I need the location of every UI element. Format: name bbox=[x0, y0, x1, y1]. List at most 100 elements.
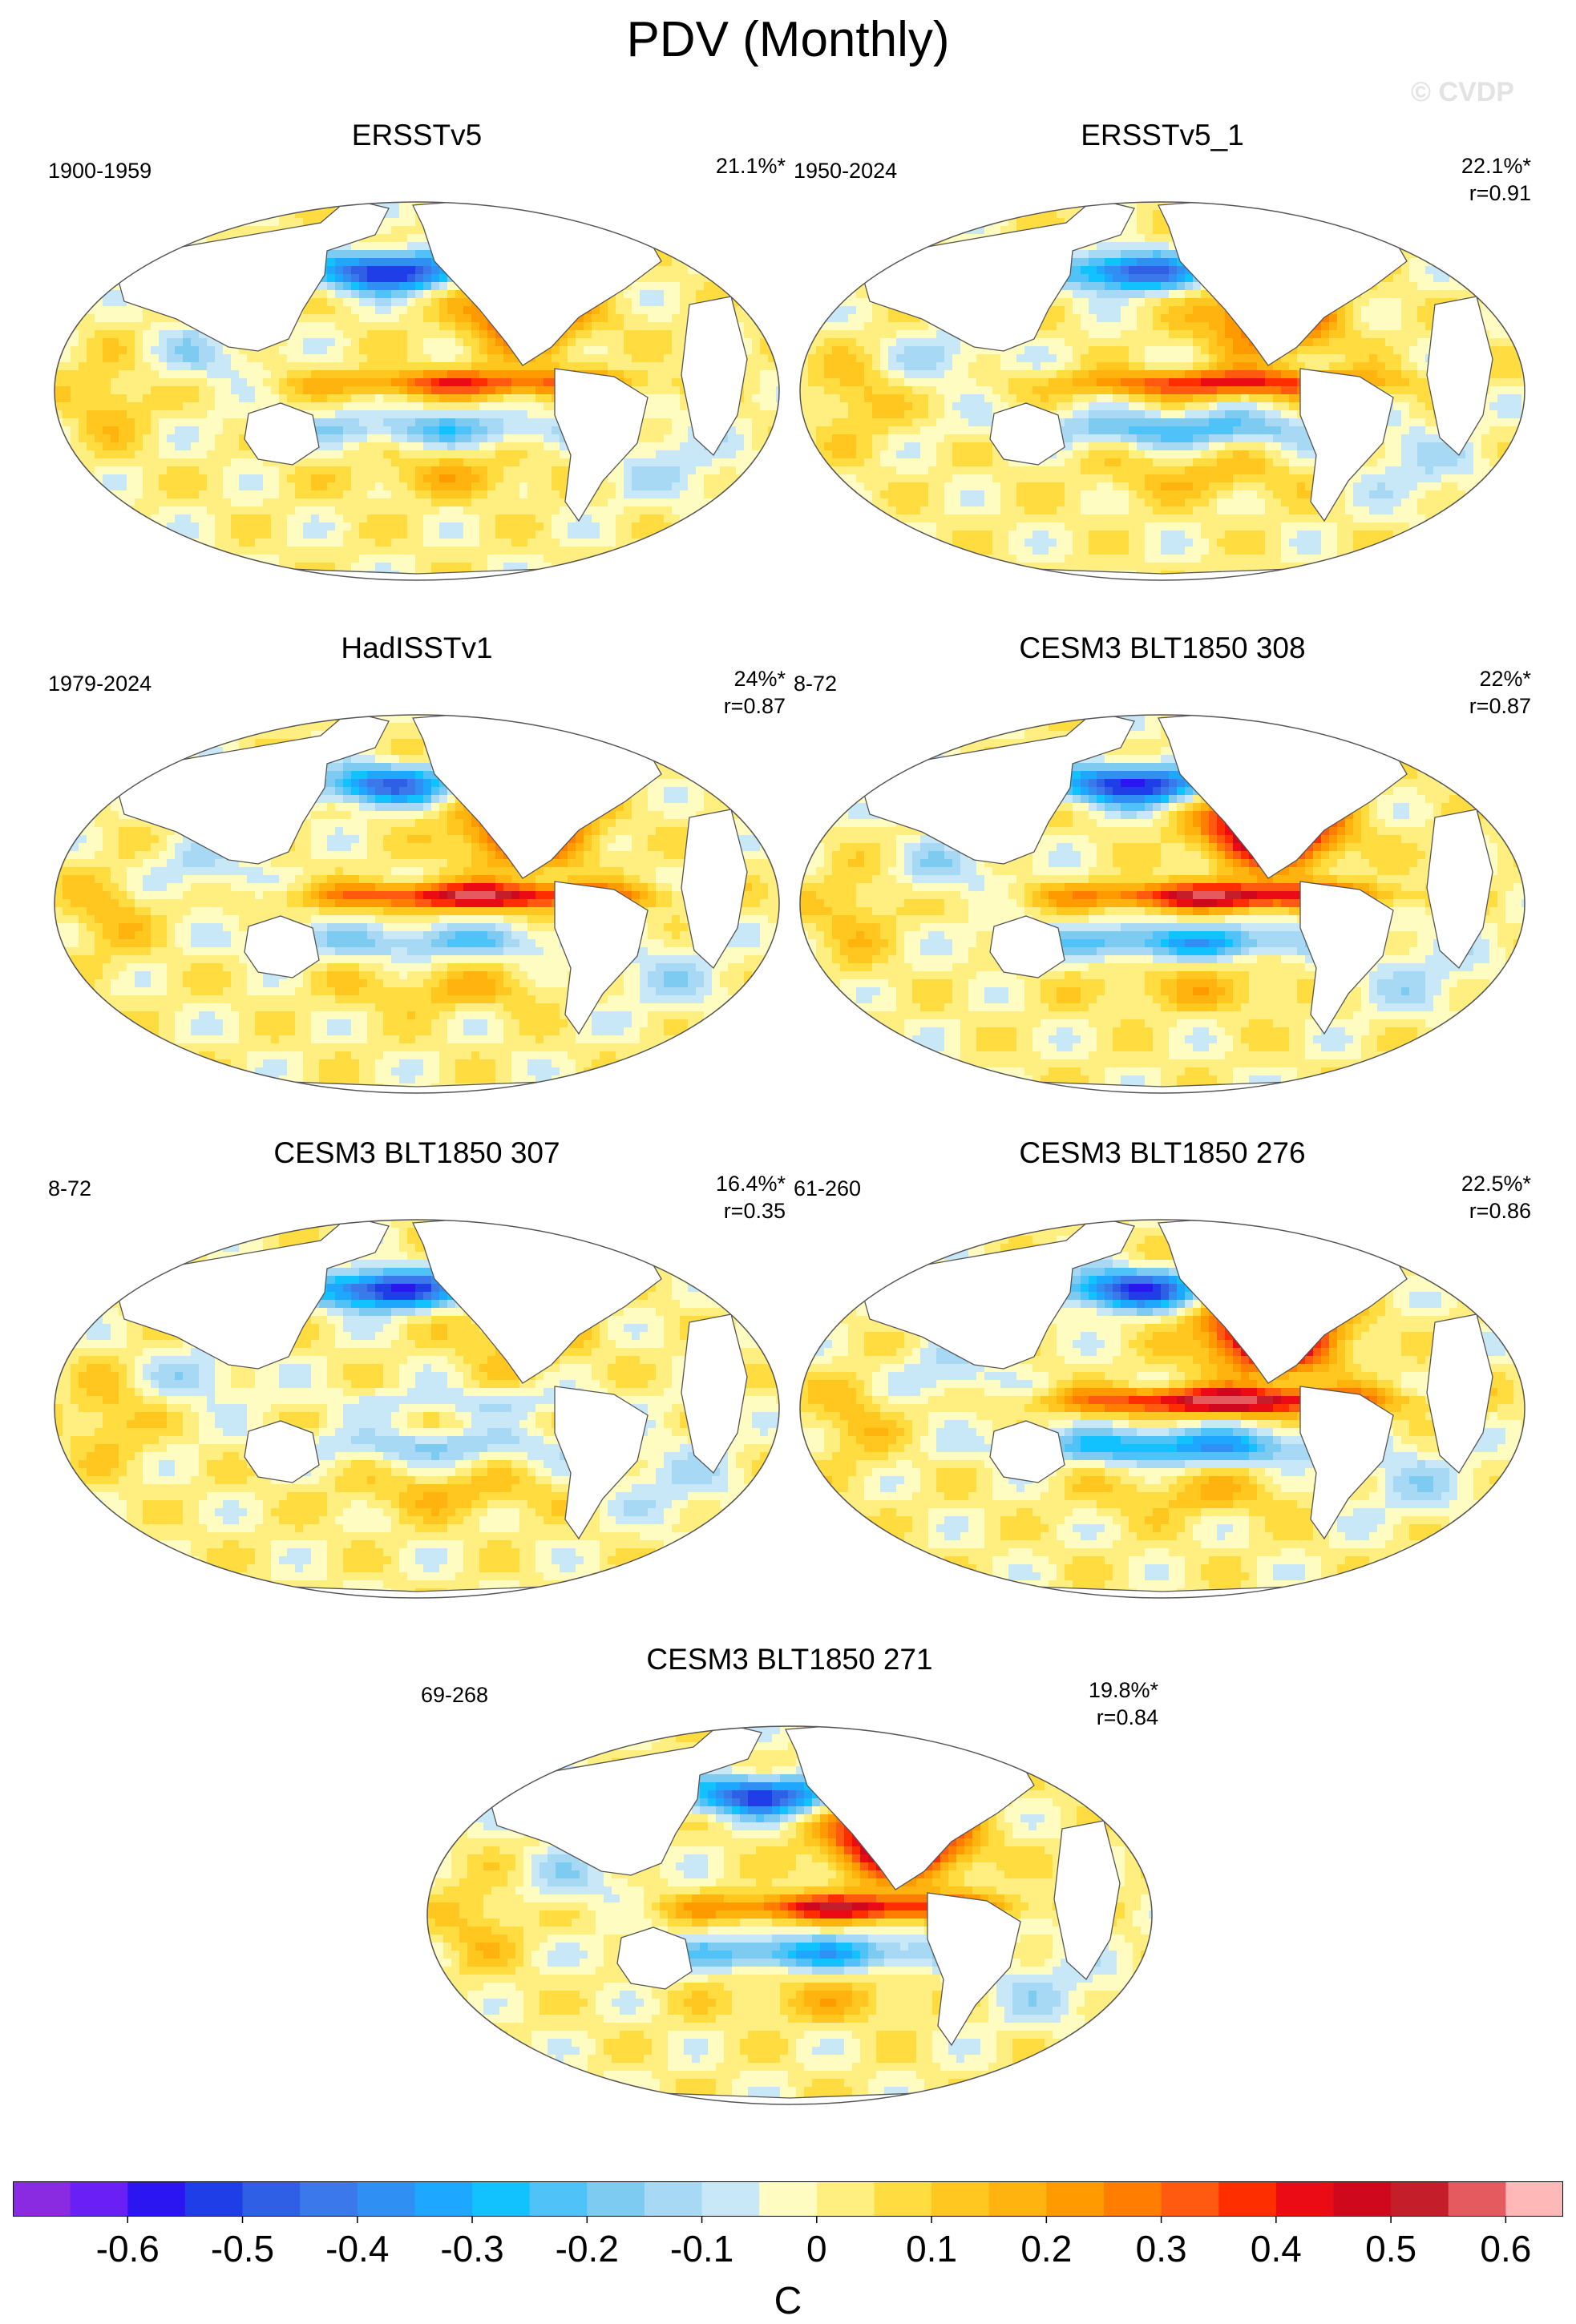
heatmap-cell bbox=[383, 394, 392, 403]
heatmap-cell bbox=[544, 539, 552, 547]
heatmap-cell bbox=[800, 234, 809, 243]
heatmap-cell bbox=[367, 410, 376, 419]
heatmap-cell bbox=[544, 490, 552, 499]
heatmap-cell bbox=[1032, 218, 1041, 227]
heatmap-cell bbox=[279, 547, 288, 555]
heatmap-cell bbox=[311, 218, 320, 227]
heatmap-cell bbox=[447, 490, 456, 499]
heatmap-cell bbox=[760, 498, 769, 507]
heatmap-cell bbox=[391, 242, 400, 251]
heatmap-cell bbox=[736, 426, 745, 435]
heatmap-cell bbox=[391, 282, 400, 291]
heatmap-cell bbox=[544, 579, 552, 580]
heatmap-cell bbox=[375, 514, 384, 523]
heatmap-cell bbox=[527, 514, 536, 523]
heatmap-cell bbox=[664, 314, 673, 323]
heatmap-cell bbox=[191, 378, 200, 387]
heatmap-cell bbox=[760, 362, 769, 371]
heatmap-cell bbox=[95, 506, 103, 515]
heatmap-cell bbox=[111, 539, 119, 547]
heatmap-cell bbox=[728, 234, 737, 243]
heatmap-cell bbox=[399, 514, 408, 523]
heatmap-cell bbox=[736, 458, 745, 467]
heatmap-cell bbox=[223, 450, 232, 459]
heatmap-cell bbox=[199, 466, 208, 475]
heatmap-cell bbox=[640, 362, 649, 371]
heatmap-cell bbox=[471, 402, 480, 411]
heatmap-cell bbox=[584, 514, 592, 523]
heatmap-cell bbox=[231, 514, 240, 523]
heatmap-cell bbox=[511, 555, 520, 563]
heatmap-cell bbox=[936, 218, 945, 227]
heatmap-cell bbox=[632, 282, 641, 291]
heatmap-cell bbox=[311, 314, 320, 323]
heatmap-cell bbox=[744, 482, 753, 491]
heatmap-cell bbox=[415, 450, 424, 459]
heatmap-cell bbox=[423, 514, 432, 523]
heatmap-cell bbox=[95, 202, 103, 211]
heatmap-cell bbox=[560, 474, 568, 483]
heatmap-cell bbox=[167, 426, 176, 435]
heatmap-cell bbox=[167, 362, 176, 371]
heatmap-cell bbox=[287, 466, 296, 475]
heatmap-cell bbox=[239, 346, 248, 355]
heatmap-cell bbox=[415, 498, 424, 507]
heatmap-cell bbox=[704, 539, 713, 547]
heatmap-cell bbox=[1441, 210, 1450, 219]
heatmap-cell bbox=[55, 571, 63, 579]
heatmap-cell bbox=[239, 539, 248, 547]
land-africa bbox=[681, 296, 748, 457]
heatmap-cell bbox=[816, 242, 825, 251]
heatmap-cell bbox=[239, 466, 248, 475]
heatmap-cell bbox=[103, 250, 111, 259]
heatmap-cell bbox=[119, 490, 127, 499]
heatmap-cell bbox=[1321, 202, 1330, 211]
heatmap-cell bbox=[744, 298, 753, 307]
heatmap-cell bbox=[648, 322, 657, 331]
heatmap-cell bbox=[680, 458, 689, 467]
heatmap-cell bbox=[912, 242, 921, 251]
heatmap-cell bbox=[343, 338, 352, 347]
heatmap-cell bbox=[135, 306, 143, 315]
heatmap-cell bbox=[255, 563, 264, 571]
heatmap-cell bbox=[183, 354, 192, 363]
heatmap-cell bbox=[640, 498, 649, 507]
heatmap-cell bbox=[199, 394, 208, 403]
heatmap-cell bbox=[335, 266, 344, 275]
heatmap-cell bbox=[327, 458, 336, 467]
heatmap-cell bbox=[1425, 210, 1434, 219]
heatmap-cell bbox=[351, 282, 360, 291]
heatmap-cell bbox=[175, 498, 184, 507]
heatmap-cell bbox=[135, 579, 143, 580]
heatmap-cell bbox=[760, 322, 769, 331]
heatmap-cell bbox=[263, 466, 272, 475]
heatmap-cell bbox=[1016, 202, 1025, 211]
heatmap-cell bbox=[608, 202, 616, 211]
heatmap-cell bbox=[375, 490, 384, 499]
heatmap-cell bbox=[151, 402, 160, 411]
heatmap-cell bbox=[447, 354, 456, 363]
heatmap-cell bbox=[71, 306, 79, 315]
heatmap-cell bbox=[1401, 210, 1410, 219]
heatmap-cell bbox=[79, 418, 87, 427]
heatmap-cell bbox=[127, 394, 135, 403]
heatmap-cell bbox=[568, 202, 576, 211]
heatmap-cell bbox=[728, 282, 737, 291]
heatmap-cell bbox=[592, 362, 600, 371]
heatmap-cell bbox=[87, 522, 95, 531]
heatmap-cell bbox=[423, 426, 432, 435]
heatmap-cell bbox=[55, 531, 63, 539]
heatmap-cell bbox=[544, 506, 552, 515]
heatmap-cell bbox=[584, 346, 592, 355]
heatmap-cell bbox=[1505, 234, 1514, 243]
heatmap-cell bbox=[55, 442, 63, 451]
heatmap-cell bbox=[71, 378, 79, 387]
heatmap-cell bbox=[119, 330, 127, 339]
heatmap-cell bbox=[952, 210, 961, 219]
heatmap-cell bbox=[680, 226, 689, 235]
heatmap-cell bbox=[311, 346, 320, 355]
heatmap-cell bbox=[375, 234, 384, 243]
heatmap-cell bbox=[1137, 202, 1146, 211]
heatmap-cell bbox=[287, 498, 296, 507]
heatmap-cell bbox=[624, 482, 632, 491]
